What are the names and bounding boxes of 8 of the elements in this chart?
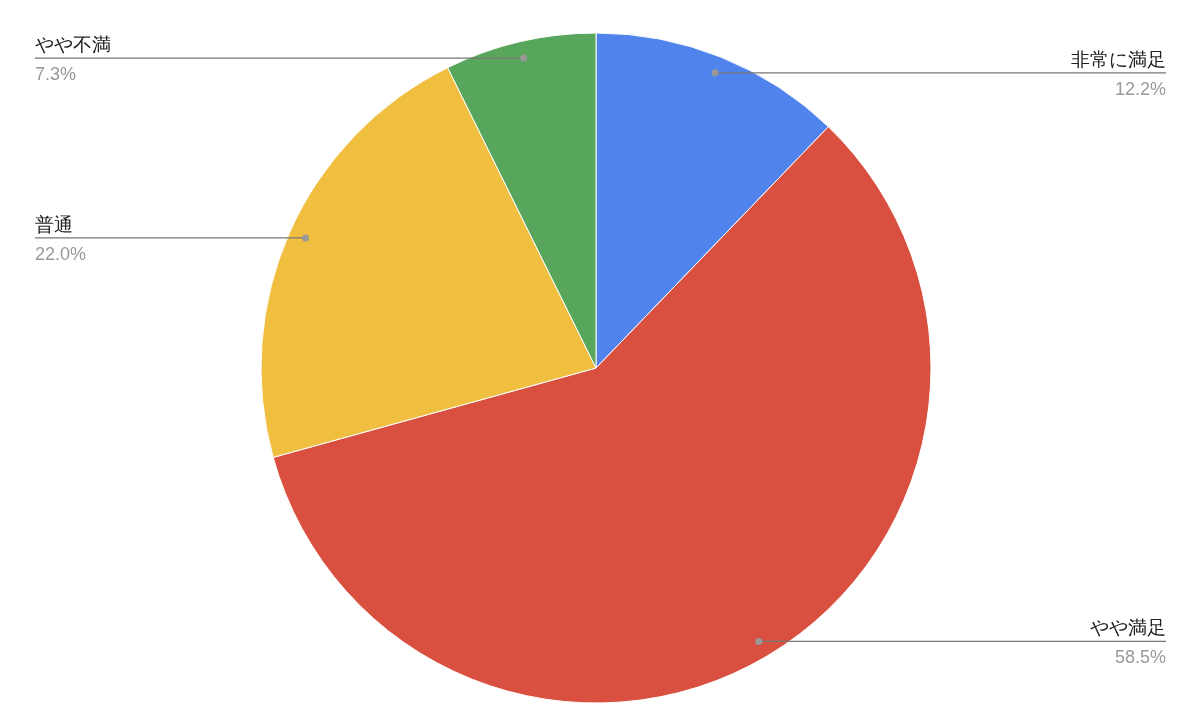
data-label: 12.2% bbox=[1114, 78, 1166, 99]
data-label: 22.0% bbox=[35, 243, 87, 264]
slice-label: やや満足 bbox=[1090, 616, 1166, 639]
data-label: 58.5% bbox=[1114, 647, 1166, 668]
slice-label: 非常に満足 bbox=[1071, 47, 1166, 70]
slice-label: やや不満 bbox=[35, 33, 111, 56]
data-label: 7.3% bbox=[35, 64, 77, 85]
slice-label: 普通 bbox=[35, 212, 73, 235]
